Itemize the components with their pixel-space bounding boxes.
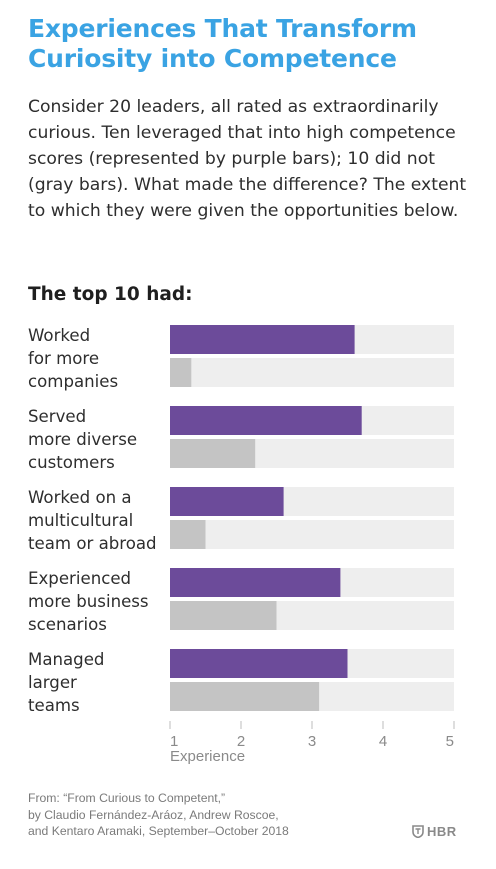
- category-label-line: team or abroad: [28, 534, 157, 553]
- category-label-1: Worked for more companies: [28, 324, 168, 393]
- hbr-shield-icon: [412, 825, 424, 838]
- source-line-2: by Claudio Fernández-Aráoz, Andrew Rosco…: [28, 807, 279, 822]
- x-tick-label: 5: [446, 733, 454, 750]
- category-label-line: companies: [28, 372, 119, 391]
- bar-others-3: [170, 520, 206, 549]
- x-tick-label: 2: [237, 733, 245, 750]
- source-note: From: “From Curious to Competent,” by Cl…: [28, 790, 368, 840]
- hbr-logo: HBR: [412, 824, 457, 839]
- hbr-logo-text: HBR: [427, 824, 457, 839]
- category-label-line: Managed: [28, 650, 105, 669]
- bar-top10-1: [170, 325, 355, 354]
- category-label-line: Worked: [28, 326, 91, 345]
- chart-title: Experiences That Transform Curiosity int…: [28, 14, 417, 73]
- category-label-line: Worked on a: [28, 488, 132, 507]
- x-tick-label: 4: [379, 733, 387, 750]
- category-label-line: more business: [28, 592, 149, 611]
- bar-top10-3: [170, 487, 284, 516]
- chart-intro: Consider 20 leaders, all rated as extrao…: [28, 97, 467, 221]
- chart-subhead: The top 10 had:: [28, 284, 193, 305]
- category-label-line: teams: [28, 696, 80, 715]
- bar-others-4: [170, 601, 277, 630]
- bar-others-2: [170, 439, 256, 468]
- x-tick-label: 1: [170, 733, 178, 750]
- category-label-line: Served: [28, 407, 87, 426]
- bar-track: [170, 520, 454, 549]
- x-axis-label: Experience: [170, 748, 246, 765]
- bar-top10-5: [170, 649, 348, 678]
- category-label-line: for more: [28, 349, 100, 368]
- bar-top10-4: [170, 568, 341, 597]
- category-label-5: Managed larger teams: [28, 648, 168, 717]
- category-label-line: customers: [28, 453, 115, 472]
- category-label-2: Served more diverse customers: [28, 405, 168, 474]
- category-label-line: multicultural: [28, 511, 134, 530]
- bar-top10-2: [170, 406, 362, 435]
- category-label-line: scenarios: [28, 615, 107, 634]
- category-label-line: larger: [28, 673, 77, 692]
- x-tick-label: 3: [308, 733, 316, 750]
- bar-others-1: [170, 358, 192, 387]
- bar-track: [170, 358, 454, 387]
- category-label-line: Experienced: [28, 569, 132, 588]
- category-label-line: more diverse: [28, 430, 138, 449]
- bar-others-5: [170, 682, 320, 711]
- category-label-3: Worked on a multicultural team or abroad: [28, 486, 168, 555]
- source-line-1: From: “From Curious to Competent,”: [28, 791, 226, 805]
- category-label-4: Experienced more business scenarios: [28, 567, 168, 636]
- source-line-3: and Kentaro Aramaki, September–October 2…: [28, 824, 289, 838]
